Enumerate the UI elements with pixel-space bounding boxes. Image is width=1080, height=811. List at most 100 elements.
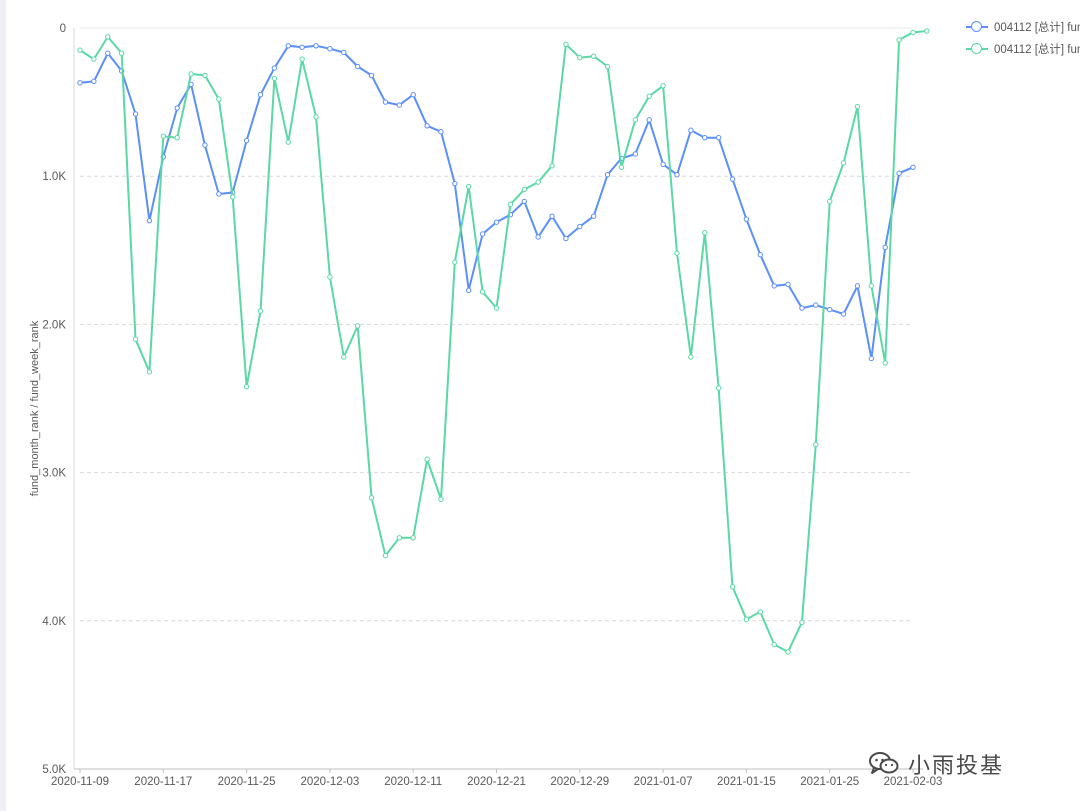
legend-marker-week (966, 43, 988, 55)
x-tick-label: 2020-12-29 (550, 776, 609, 788)
data-point (466, 183, 472, 190)
legend-marker-month (966, 21, 988, 33)
watermark: 小雨投基 (868, 748, 1004, 780)
data-point (827, 306, 833, 313)
data-point (674, 172, 680, 178)
data-point (840, 160, 847, 166)
data-point (410, 91, 416, 98)
data-point (341, 354, 347, 360)
x-tick-label: 2020-12-21 (467, 776, 526, 788)
legend-item-month-rank[interactable]: 004112 [总计] fund_month_rank (966, 20, 1080, 34)
y-axis-title: fund_month_rank / fund_week_rank (29, 320, 41, 496)
data-point (479, 289, 486, 295)
data-point (729, 584, 736, 590)
x-tick-label: 2021-01-25 (800, 776, 859, 788)
y-tick-label: 5.0K (42, 764, 66, 776)
data-point (646, 117, 652, 123)
data-point (604, 172, 611, 178)
series-line-1 (79, 30, 928, 653)
data-point (632, 117, 639, 123)
x-tick-label: 2020-11-09 (51, 776, 109, 788)
data-point (590, 213, 597, 219)
data-point (688, 354, 694, 360)
data-point (632, 151, 639, 157)
data-point (743, 216, 750, 222)
data-point (479, 231, 486, 237)
data-point (896, 37, 902, 43)
data-point (813, 302, 819, 308)
data-point (702, 134, 708, 141)
data-point (424, 123, 430, 129)
data-point (174, 134, 180, 141)
data-point (785, 281, 791, 288)
data-point (146, 217, 153, 224)
data-point (354, 63, 361, 70)
data-point (757, 252, 763, 258)
series-line-0 (79, 44, 914, 360)
x-tick-label: 2021-01-15 (717, 776, 776, 788)
data-point (868, 355, 875, 362)
data-point (729, 176, 736, 182)
data-point (771, 283, 777, 289)
data-point (521, 198, 527, 205)
data-point (674, 250, 680, 256)
x-tick-label: 2020-11-17 (134, 776, 192, 788)
data-point (618, 164, 625, 171)
data-point (285, 139, 291, 145)
data-point (132, 111, 139, 117)
data-point (91, 78, 97, 85)
legend-item-week-rank[interactable]: 004112 [总计] fund_week_rank (966, 42, 1080, 56)
data-point (910, 164, 916, 171)
data-point (327, 46, 333, 52)
data-point (188, 71, 194, 77)
data-point (382, 552, 389, 559)
data-point (299, 56, 305, 62)
data-point (160, 133, 167, 139)
data-point (535, 234, 541, 240)
y-tick-label: 3.0K (42, 468, 66, 480)
data-point (493, 219, 500, 225)
legend-label-month: 004112 [总计] fund_month_rank (994, 22, 1080, 34)
data-point (563, 41, 569, 48)
data-point (646, 93, 652, 99)
wechat-icon (869, 752, 899, 774)
data-point (452, 180, 458, 187)
y-tick-label: 1.0K (42, 171, 66, 183)
data-point (257, 308, 264, 314)
data-point (354, 323, 361, 329)
data-point (327, 274, 333, 280)
data-point (202, 72, 208, 79)
data-point (590, 53, 597, 59)
data-point (243, 137, 250, 144)
y-tick-label: 0 (60, 23, 66, 35)
data-point (368, 495, 375, 501)
data-point (77, 80, 83, 86)
data-point (868, 283, 875, 289)
data-point (910, 29, 916, 36)
data-point (577, 54, 583, 61)
data-point (757, 609, 763, 615)
data-point (341, 49, 347, 56)
data-point (202, 142, 208, 148)
data-point (77, 47, 83, 53)
watermark-text: 小雨投基 (908, 753, 1005, 778)
data-point (452, 259, 458, 265)
data-point (146, 369, 153, 375)
data-point (438, 129, 444, 135)
data-point (604, 63, 611, 70)
data-point (743, 616, 750, 623)
data-point (549, 213, 555, 219)
data-point (854, 283, 861, 289)
data-point (105, 34, 111, 40)
data-point (715, 385, 722, 391)
data-point (368, 72, 375, 79)
legend-label-week: 004112 [总计] fund_week_rank (994, 44, 1080, 56)
x-tick-label: 2020-12-03 (300, 776, 359, 788)
data-point (271, 75, 278, 82)
x-tick-label: 2021-01-07 (634, 776, 693, 788)
chart-legend: 004112 [总计] fund_month_rank 004112 [总计] … (966, 20, 1080, 64)
data-point (827, 198, 833, 205)
x-tick-label: 2020-12-11 (384, 776, 442, 788)
data-point (660, 161, 666, 168)
